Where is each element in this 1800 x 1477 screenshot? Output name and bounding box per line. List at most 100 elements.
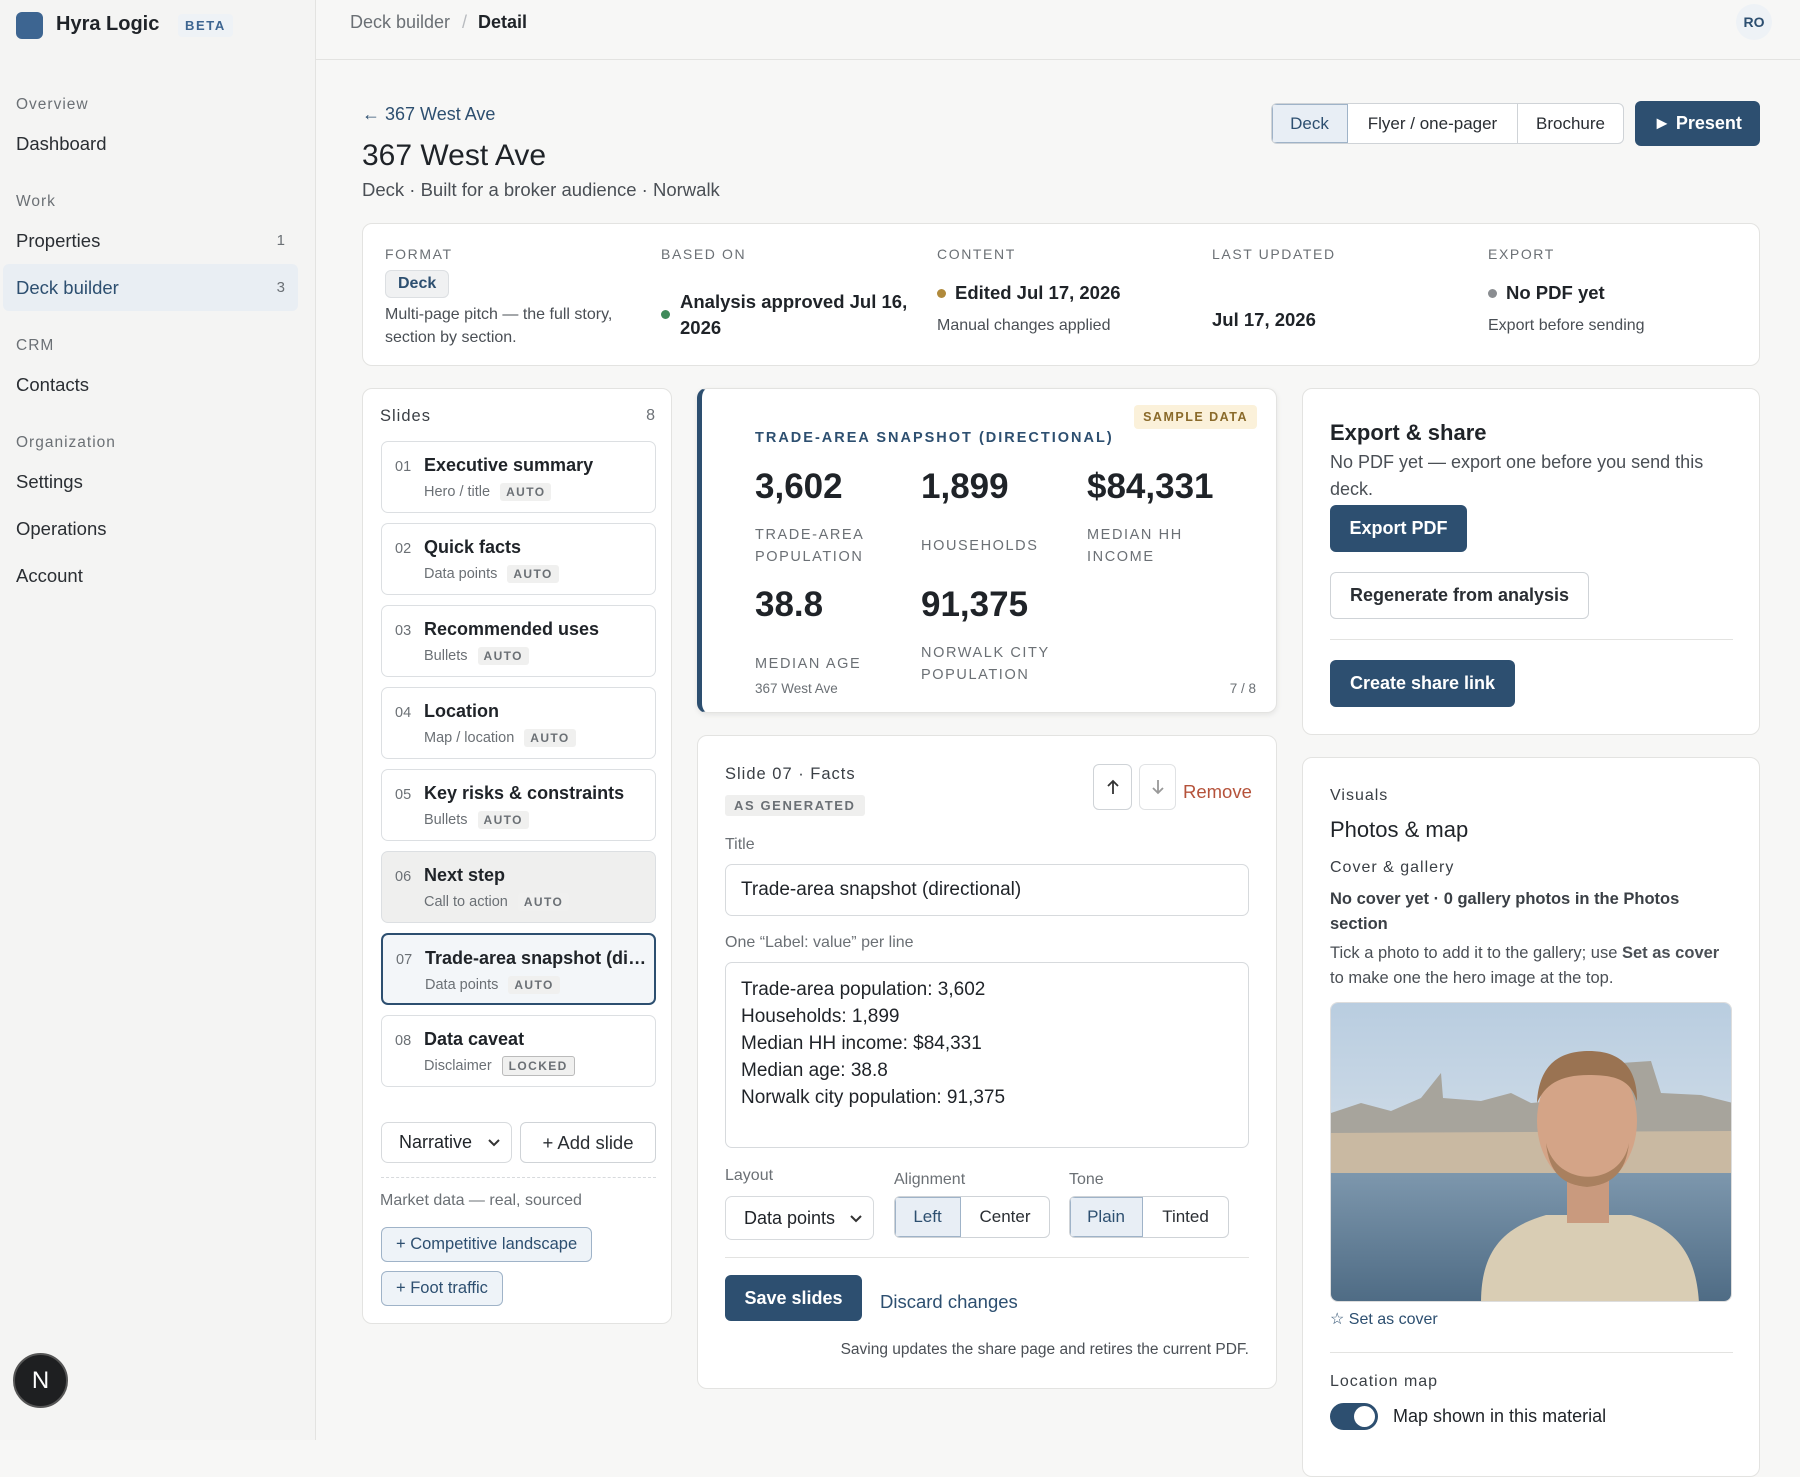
nav-label: Operations xyxy=(16,517,107,539)
format-option[interactable]: Brochure xyxy=(1536,113,1605,133)
discard-button[interactable]: Discard changes xyxy=(880,1291,1018,1312)
summary-card: FORMAT Deck Multi-page pitch — the full … xyxy=(362,223,1760,366)
stat-value: 3,602 xyxy=(755,467,843,506)
nav: Overview Dashboard Work Properties 1 Deck bui… xyxy=(0,70,316,599)
export-text: No PDF yet — export one before you send … xyxy=(1330,452,1704,499)
arrow-up-icon xyxy=(1106,779,1119,794)
slide-number: 08 xyxy=(395,1033,412,1049)
field-label: Alignment xyxy=(894,1171,966,1188)
tone-switch: Plain Tinted xyxy=(1069,1196,1229,1238)
nav-label: Contacts xyxy=(16,373,90,395)
slide-item[interactable]: 05 Key risks & constraints Bullets AUTO xyxy=(381,769,656,841)
title-input[interactable]: Trade-area snapshot (directional) xyxy=(725,864,1249,916)
line-text: Trade-area population: 3,602 xyxy=(741,979,986,1000)
alignment-option[interactable]: Center xyxy=(979,1207,1031,1226)
map-toggle[interactable] xyxy=(1330,1403,1378,1430)
layout-select[interactable]: Data points xyxy=(725,1196,874,1240)
present-button[interactable]: ► Present xyxy=(1635,101,1760,146)
format-option[interactable]: Flyer / one-pager xyxy=(1348,104,1518,143)
tone-option[interactable]: Plain xyxy=(1070,1197,1143,1237)
gallery-photo[interactable] xyxy=(1330,1002,1732,1302)
slide-item[interactable]: 07 Trade-area snapshot (directional) Data … xyxy=(381,933,656,1005)
visuals-eyebrow: Visuals xyxy=(1330,787,1389,804)
format-option[interactable]: Deck xyxy=(1272,104,1348,143)
slide-tag: AUTO xyxy=(477,647,529,665)
line-text: Norwalk city population: 91,375 xyxy=(741,1087,1006,1108)
user-avatar[interactable]: RO xyxy=(1736,4,1772,40)
line-text: Households: 1,899 xyxy=(741,1006,900,1027)
chevron xyxy=(850,1215,862,1223)
nav-item[interactable]: Settings xyxy=(3,458,298,505)
slide-item[interactable]: 04 Location Map / location AUTO xyxy=(381,687,656,759)
visuals-title: Photos & map xyxy=(1330,817,1469,842)
slide-kind-row: Data points AUTO xyxy=(424,565,559,583)
nav-count: 1 xyxy=(276,232,285,249)
nav-item[interactable]: Dashboard xyxy=(3,120,298,167)
slides-heading: Slides xyxy=(380,407,431,425)
nav-item[interactable]: Account xyxy=(3,552,298,599)
divider xyxy=(1330,1352,1733,1353)
back-link[interactable]: ← 367 West Ave xyxy=(362,104,496,124)
hint-emphasis: Set as cover xyxy=(1621,944,1720,962)
status-dot xyxy=(661,310,670,319)
slide-kind-row: Bullets AUTO xyxy=(424,811,529,829)
nav-label: Properties xyxy=(16,229,101,251)
slide-title: Next step xyxy=(424,865,506,885)
sample-tag: SAMPLE DATA xyxy=(1134,405,1257,429)
move-up-button[interactable] xyxy=(1093,764,1132,810)
nav-item[interactable]: Operations xyxy=(3,505,298,552)
stat: 38.8 MEDIAN AGE xyxy=(755,585,920,689)
divider xyxy=(381,1177,656,1178)
export-card: Export & share No PDF yet — export one b… xyxy=(1302,388,1760,735)
chevron xyxy=(488,1139,500,1147)
export-pdf-button[interactable]: Export PDF xyxy=(1330,505,1467,552)
share-link-button[interactable]: Create share link xyxy=(1330,660,1515,707)
regenerate-button[interactable]: Regenerate from analysis xyxy=(1330,572,1589,619)
save-note: Saving updates the share page and retire… xyxy=(840,1341,1249,1358)
gallery-hint: Tick a photo to add it to the gallery; u… xyxy=(1330,941,1725,991)
breadcrumb-link[interactable]: Deck builder xyxy=(350,12,451,32)
slides-count: 8 xyxy=(646,407,655,424)
slide-number: 07 xyxy=(396,952,413,968)
sidebar: Hyra Logic BETA Overview Dashboard Work Pro… xyxy=(0,0,316,1440)
lines-textarea[interactable]: Trade-area population: 3,602 Households: … xyxy=(725,962,1249,1148)
slide-item[interactable]: 03 Recommended uses Bullets AUTO xyxy=(381,605,656,677)
add-slide-button[interactable]: + Add slide xyxy=(520,1122,656,1163)
generated-badge: AS GENERATED xyxy=(725,795,865,816)
alignment-option[interactable]: Left xyxy=(895,1197,961,1237)
remove-button[interactable]: Remove xyxy=(1183,781,1252,802)
avatar[interactable]: N xyxy=(13,1353,68,1408)
slide-tag: LOCKED xyxy=(501,1056,575,1076)
stat: 91,375 NORWALK CITY POPULATION xyxy=(921,585,1086,689)
move-down-button[interactable] xyxy=(1139,764,1176,810)
map-toggle-label: Map shown in this material xyxy=(1393,1406,1607,1426)
map-heading: Location map xyxy=(1330,1373,1439,1390)
slide-item[interactable]: 01 Executive summary Hero / title AUTO xyxy=(381,441,656,513)
mode-select[interactable]: Narrative xyxy=(381,1122,512,1163)
slide-preview: SAMPLE DATA TRADE-AREA SNAPSHOT (DIRECTI… xyxy=(697,388,1277,713)
slide-item[interactable]: 02 Quick facts Data points AUTO xyxy=(381,523,656,595)
summary-value: Jul 17, 2026 xyxy=(1212,309,1316,330)
slide-item[interactable]: 08 Data caveat Disclaimer LOCKED xyxy=(381,1015,656,1087)
slide-title: Executive summary xyxy=(424,455,594,475)
nav-item[interactable]: Properties 1 xyxy=(3,217,298,264)
nav-item[interactable]: Contacts xyxy=(3,361,298,408)
market-button[interactable]: + Foot traffic xyxy=(381,1271,503,1306)
stat-value: 38.8 xyxy=(755,585,824,624)
market-button[interactable]: + Competitive landscape xyxy=(381,1227,593,1262)
hint-text: Tick a photo to add it to the gallery; u… xyxy=(1330,944,1622,962)
slide-kind: Call to action xyxy=(424,894,508,910)
line-text: Median HH income: $84,331 xyxy=(741,1033,982,1054)
nav-heading: Overview xyxy=(16,96,89,113)
slide-kind-row: Call to action AUTO xyxy=(424,893,570,911)
nav-item[interactable]: Deck builder 3 xyxy=(3,264,298,311)
slide-item[interactable]: 06 Next step Call to action AUTO xyxy=(381,851,656,923)
topbar: Deck builder / Detail RO xyxy=(316,0,1800,60)
save-button[interactable]: Save slides xyxy=(725,1275,862,1321)
set-cover-button[interactable]: ☆ Set as cover xyxy=(1330,1311,1438,1328)
tone-option[interactable]: Tinted xyxy=(1162,1207,1209,1226)
slide-number: 06 xyxy=(395,869,412,885)
slide-kind: Disclaimer xyxy=(424,1058,492,1074)
field-label: Layout xyxy=(725,1167,774,1184)
